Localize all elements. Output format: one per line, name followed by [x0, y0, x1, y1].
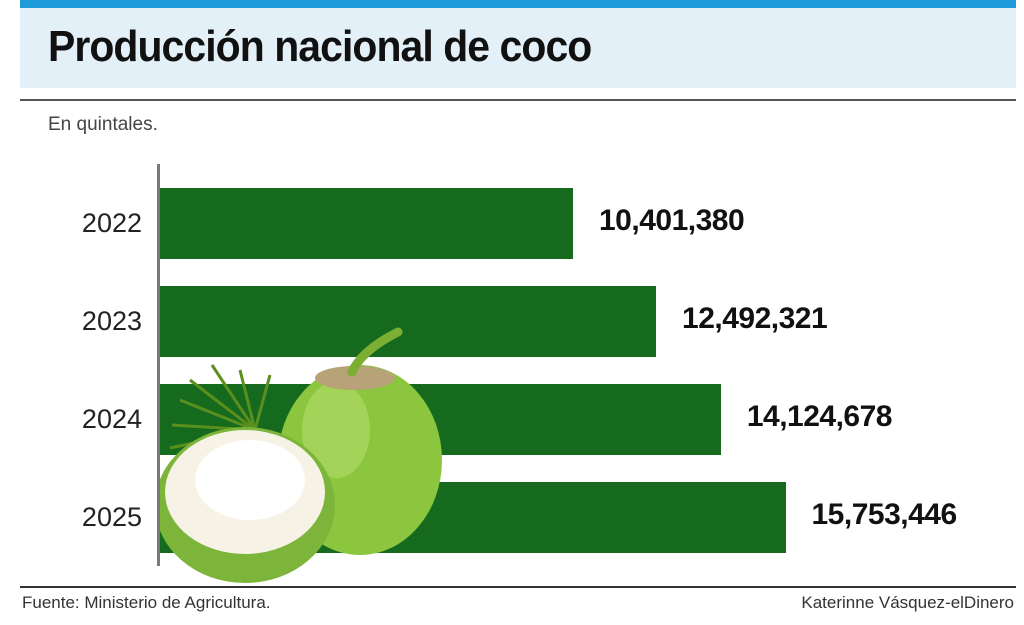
year-label: 2022	[81, 208, 142, 238]
y-axis-line	[157, 164, 160, 566]
unit-note: En quintales.	[48, 114, 158, 135]
bar-2023	[160, 286, 657, 357]
chart-title: Producción nacional de coco	[48, 22, 592, 71]
header-band: Producción nacional de coco	[20, 8, 1016, 88]
year-label: 2024	[81, 404, 142, 434]
top-accent-rule	[20, 0, 1016, 8]
footer-divider	[20, 586, 1016, 588]
value-label: 10,401,380	[599, 204, 745, 237]
header-divider	[20, 99, 1016, 101]
source-note: Fuente: Ministerio de Agricultura.	[22, 593, 271, 612]
green-coconut-icon	[160, 327, 442, 583]
year-label: 2025	[81, 502, 142, 532]
value-label: 14,124,678	[746, 400, 893, 433]
year-label: 2023	[81, 306, 142, 336]
value-label: 15,753,446	[811, 498, 958, 531]
bar-2022	[160, 188, 573, 259]
author-credit: Katerinne Vásquez-elDinero	[801, 593, 1014, 612]
value-label: 12,492,321	[682, 302, 828, 335]
